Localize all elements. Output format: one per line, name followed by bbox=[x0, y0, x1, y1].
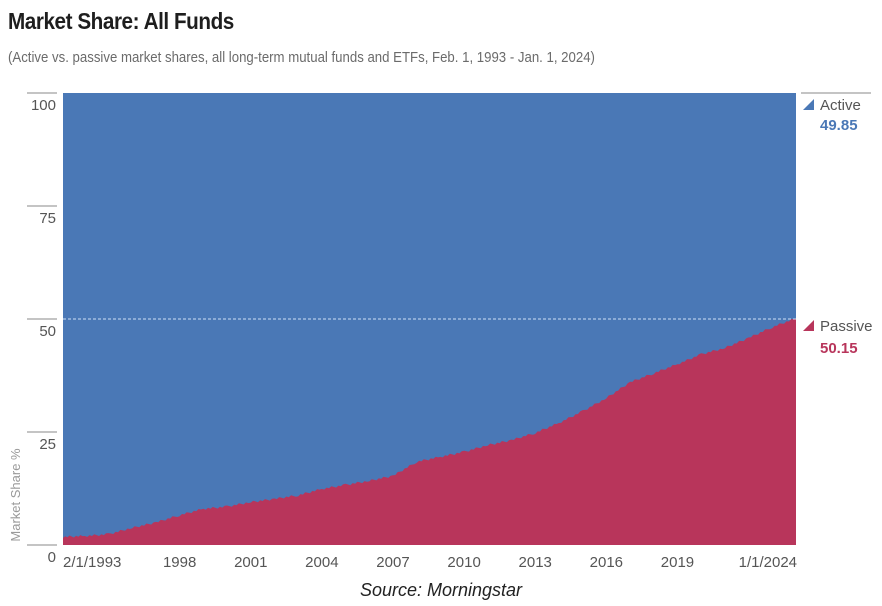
y-tick-label: 25 bbox=[39, 436, 56, 453]
chart-title: Market Share: All Funds bbox=[8, 8, 234, 34]
source-text: Source: Morningstar bbox=[359, 580, 523, 600]
x-tick-label: 2007 bbox=[376, 554, 409, 571]
passive-legend-label: Passive bbox=[820, 318, 873, 335]
x-tick-label: 1/1/2024 bbox=[739, 554, 797, 571]
x-tick-label: 1998 bbox=[163, 554, 196, 571]
y-tick-label: 75 bbox=[39, 210, 56, 227]
x-tick-label: 2013 bbox=[519, 554, 552, 571]
passive-area bbox=[63, 318, 796, 545]
active-legend-triangle-icon bbox=[803, 99, 814, 110]
x-tick-label: 2010 bbox=[447, 554, 480, 571]
chart-subtitle: (Active vs. passive market shares, all l… bbox=[8, 49, 595, 66]
active-legend-label: Active bbox=[820, 97, 861, 114]
passive-legend-value: 50.15 bbox=[820, 340, 858, 357]
x-tick-label: 2004 bbox=[305, 554, 338, 571]
passive-legend-triangle-icon bbox=[803, 320, 814, 331]
active-legend-value: 49.85 bbox=[820, 117, 858, 134]
x-tick-label: 2/1/1993 bbox=[63, 554, 121, 571]
source-note: Source: Morningstar bbox=[0, 580, 882, 601]
x-tick-label: 2001 bbox=[234, 554, 267, 571]
x-tick-label: 2019 bbox=[661, 554, 694, 571]
y-axis-title: Market Share % bbox=[8, 448, 23, 542]
y-tick-label: 0 bbox=[48, 549, 56, 566]
y-tick-label: 50 bbox=[39, 323, 56, 340]
y-tick-label: 100 bbox=[31, 97, 56, 114]
x-tick-label: 2016 bbox=[590, 554, 623, 571]
